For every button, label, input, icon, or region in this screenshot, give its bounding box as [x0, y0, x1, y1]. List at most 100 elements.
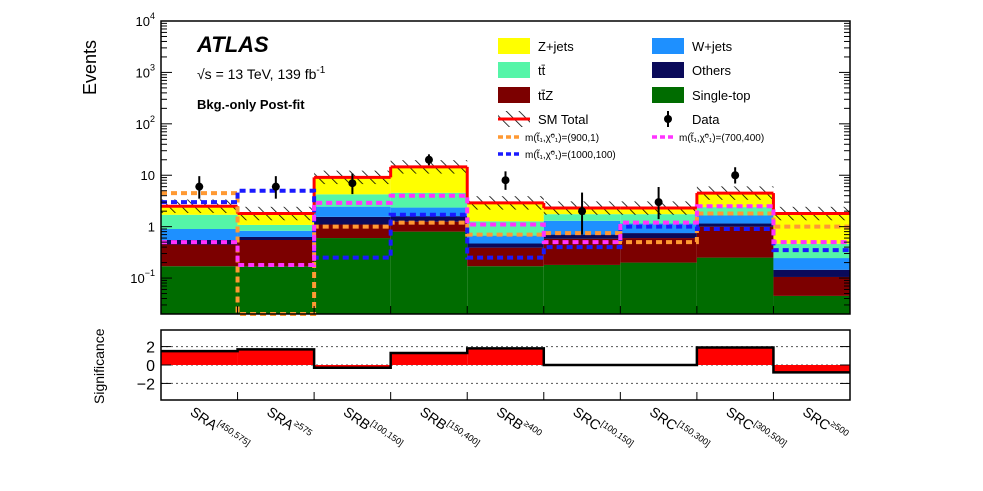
data-point-3 [424, 155, 433, 164]
bar-singletop-7 [696, 257, 774, 314]
xtick-label-6: SRC[150,300] [647, 402, 712, 455]
upper-ytick-label-5: 10−1 [130, 268, 155, 286]
legend-swatch-5 [652, 87, 684, 103]
xtick-label-1: SRA≥575 [264, 402, 314, 445]
bar-wjets-2 [314, 206, 391, 217]
legend-swatch-2 [498, 62, 530, 78]
upper-ytick-label-4: 1 [148, 220, 155, 235]
significance-bar-1 [237, 349, 315, 365]
bar-othersupper-6 [620, 233, 697, 239]
legend-swatch-0 [498, 38, 530, 54]
bar-othersupper-8 [773, 269, 850, 277]
bar-ttz-7 [696, 226, 774, 258]
legend-label-2: tt̄ [538, 63, 546, 78]
lower-ylabel: Significance [91, 328, 107, 404]
significance-bar-8 [773, 365, 850, 373]
bar-tt-8 [773, 243, 850, 259]
bar-othersupper-7 [696, 223, 774, 227]
energy-label: √s = 13 TeV, 139 fb-1 [197, 65, 326, 82]
xtick-label-4: SRB≥400 [494, 402, 544, 445]
xtick-label-7: SRC[300,500] [723, 402, 788, 455]
data-point-2 [348, 179, 357, 188]
upper-ylabel: Events [80, 40, 100, 95]
bar-othersupper-3 [390, 216, 468, 222]
xtick-label-5: SRC[100,150] [570, 402, 635, 455]
legend-label-6: SM Total [538, 112, 588, 127]
legend: Z+jets W+jets tt̄ Others tt̄Z Single-top SM To… [498, 38, 764, 161]
bar-wjets-0 [161, 229, 238, 240]
data-point-7 [731, 171, 740, 180]
significance-bar-2 [314, 365, 391, 368]
legend-swatch-3 [652, 62, 684, 78]
signal-line-1 [161, 188, 850, 260]
legend-label-4: tt̄Z [538, 88, 553, 103]
bar-singletop-0 [161, 266, 238, 314]
legend-label-9: m(t̃₁,χ̃⁰₁)=(700,400) [679, 132, 764, 144]
data-point-1 [271, 182, 280, 191]
bar-othersupper-5 [543, 234, 621, 239]
legend-label-0: Z+jets [538, 39, 574, 54]
xtick-label-2: SRB[100,150] [341, 402, 406, 455]
lower-ytick-label-1: 0 [146, 358, 155, 375]
upper-ytick-label-2: 102 [136, 114, 155, 132]
xtick-label-8: SRC≥500 [800, 402, 851, 445]
bar-tt-0 [161, 214, 238, 230]
legend-label-10: m(t̃₁,χ̃⁰₁)=(1000,100) [525, 149, 616, 161]
bar-tt-7 [696, 207, 774, 216]
bar-singletop-3 [390, 231, 468, 314]
bar-singletop-6 [620, 262, 697, 314]
bar-othersupper-4 [467, 243, 544, 248]
bar-wjets-3 [390, 207, 468, 217]
lower-ytick-label-0: 2 [146, 340, 155, 357]
bar-ttz-4 [467, 247, 544, 267]
lower-panel: 20−2 Significance SRA[450,575] SRA≥575 SRB[1… [91, 328, 851, 455]
signal-line-2 [161, 193, 850, 267]
significance-bar-4 [467, 348, 544, 365]
data-point-0 [195, 182, 204, 191]
bar-singletop-1 [237, 266, 315, 314]
legend-swatch-1 [652, 38, 684, 54]
atlas-label: ATLAS [196, 32, 269, 57]
bar-singletop-5 [543, 264, 621, 314]
legend-label-3: Others [692, 63, 732, 78]
bar-wjets-7 [696, 215, 774, 224]
significance-step-line [161, 346, 850, 374]
bar-othersupper-2 [314, 216, 391, 225]
bar-ttz-8 [773, 276, 850, 296]
bar-wjets-4 [467, 235, 544, 244]
bar-wjets-8 [773, 258, 850, 270]
upper-ytick-label-0: 104 [136, 11, 155, 29]
bar-tt-1 [237, 224, 315, 231]
legend-label-7: Data [692, 112, 720, 127]
bar-ttz-3 [390, 221, 468, 232]
bar-ttz-0 [161, 244, 238, 267]
legend-marker-7 [664, 115, 672, 123]
fit-label: Bkg.-only Post-fit [197, 97, 305, 112]
data-point-6 [654, 198, 663, 207]
legend-label-1: W+jets [692, 39, 733, 54]
upper-frame [160, 20, 851, 315]
upper-ytick-label-1: 103 [136, 62, 155, 80]
bar-singletop-8 [773, 295, 850, 314]
bar-othersupper-1 [237, 236, 315, 240]
data-point-4 [501, 176, 510, 185]
bar-singletop-4 [467, 266, 544, 314]
upper-ytick-label-3: 10 [141, 168, 155, 183]
legend-swatch-4 [498, 87, 530, 103]
legend-label-8: m(t̃₁,χ̃⁰₁)=(900,1) [525, 132, 599, 144]
chart-labels: ATLAS √s = 13 TeV, 139 fb-1 Bkg.-only Po… [196, 32, 326, 112]
legend-label-5: Single-top [692, 88, 751, 103]
significance-bar-0 [161, 351, 238, 365]
bar-wjets-1 [237, 230, 315, 237]
significance-bar-7 [696, 347, 774, 365]
bar-othersupper-0 [161, 239, 238, 245]
significance-bar-3 [390, 353, 468, 365]
lower-ytick-label-2: −2 [137, 376, 155, 393]
xtick-label-0: SRA[450,575] [188, 402, 253, 455]
data-point-5 [578, 207, 587, 216]
xtick-label-3: SRB[150,400] [417, 402, 482, 455]
bar-singletop-2 [314, 238, 391, 314]
bar-ttz-1 [237, 239, 315, 267]
